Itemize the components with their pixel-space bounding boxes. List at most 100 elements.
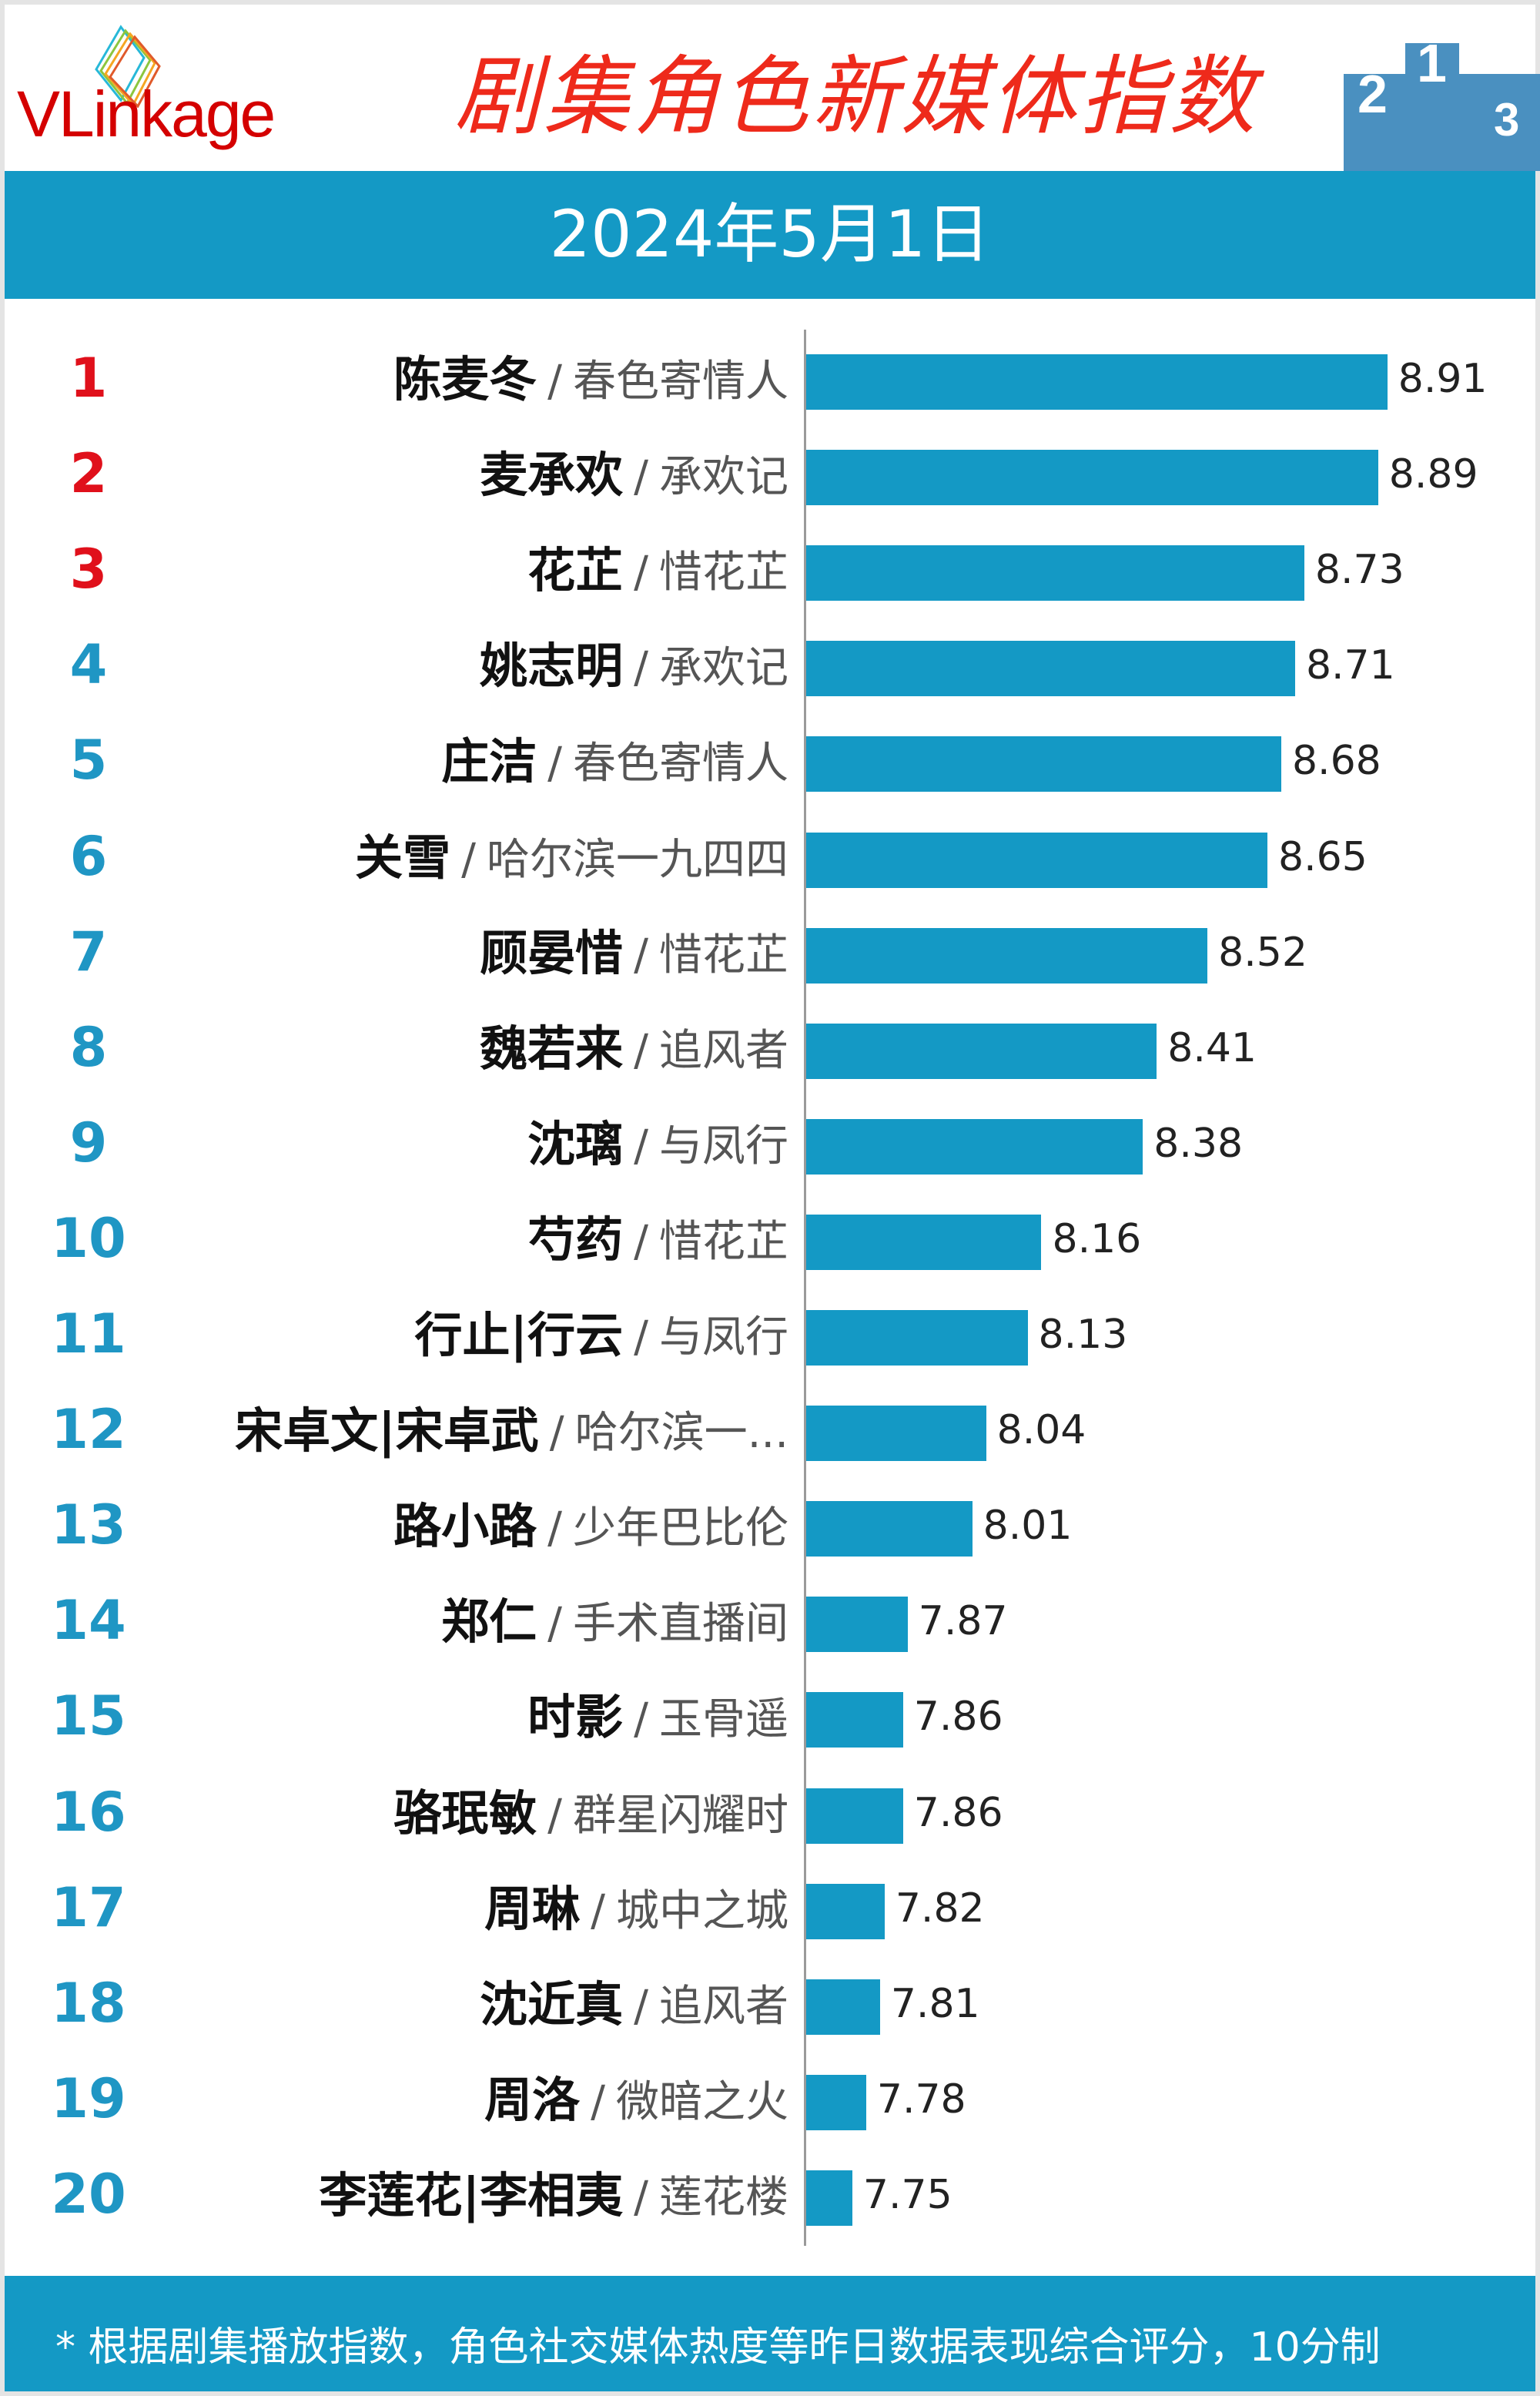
character-name: 花芷 [527, 542, 624, 599]
chart-row: 11 行止|行云 / 与凤行 8.13 [0, 1290, 1540, 1386]
value-label: 8.01 [983, 1503, 1073, 1550]
value-label: 7.87 [918, 1598, 1008, 1645]
value-label: 8.13 [1038, 1312, 1128, 1358]
chart-row: 20 李莲花|李相夷 / 莲花楼 7.75 [0, 2150, 1540, 2246]
drama-name: 城中之城 [616, 1885, 788, 1936]
row-label: 陈麦冬 / 春色寄情人 [393, 356, 788, 404]
drama-name: 春色寄情人 [573, 739, 788, 789]
bar [806, 545, 1304, 602]
value-label: 7.86 [913, 1789, 1003, 1836]
character-name: 庄洁 [441, 733, 537, 790]
character-name: 顾晏惜 [480, 924, 624, 981]
separator: / [634, 1981, 648, 2032]
chart-row: 18 沈近真 / 追风者 7.81 [0, 1959, 1540, 2055]
drama-name: 少年巴比伦 [573, 1503, 788, 1554]
value-label: 7.86 [913, 1694, 1003, 1741]
separator: / [634, 1121, 648, 1171]
drama-name: 惜花芷 [659, 1216, 788, 1267]
logo-text: VLinkage [17, 78, 276, 150]
value-label: 8.89 [1388, 451, 1478, 498]
footer-banner: * 根据剧集播放指数，角色社交媒体热度等昨日数据表现综合评分，10分制 [5, 2276, 1535, 2391]
bar [806, 832, 1267, 888]
date-label: 2024年5月1日 [549, 196, 991, 272]
separator: / [634, 1312, 648, 1362]
rank-label: 20 [51, 2162, 126, 2226]
chart-row: 10 芍药 / 惜花芷 8.16 [0, 1195, 1540, 1290]
separator: / [634, 548, 648, 598]
chart-row: 17 周琳 / 城中之城 7.82 [0, 1864, 1540, 1959]
row-label: 周琳 / 城中之城 [484, 1885, 788, 1933]
character-name: 陈麦冬 [393, 351, 537, 407]
rank-label: 5 [69, 729, 108, 793]
row-label: 姚志明 / 承欢记 [480, 642, 788, 690]
page-title: 剧集角色新媒体指数 [454, 47, 1258, 147]
chart-row: 14 郑仁 / 手术直播间 7.87 [0, 1577, 1540, 1672]
row-label: 关雪 / 哈尔滨一九四四 [355, 833, 788, 882]
character-name: 芍药 [527, 1211, 624, 1268]
bar [806, 1788, 903, 1844]
separator: / [591, 1885, 605, 1936]
separator: / [634, 2172, 648, 2223]
character-name: 关雪 [355, 829, 451, 886]
character-name: 周琳 [484, 1880, 581, 1937]
character-name: 沈近真 [480, 1975, 624, 2032]
character-name: 宋卓文|宋卓武 [235, 1402, 539, 1459]
separator: / [547, 1790, 562, 1841]
rank-label: 18 [51, 1971, 126, 2035]
svg-text:1: 1 [1417, 33, 1447, 93]
bar [806, 2170, 852, 2226]
vlinkage-logo: VLinkage [17, 23, 340, 154]
bar [806, 1692, 903, 1748]
svg-text:3: 3 [1494, 94, 1519, 146]
character-name: 沈璃 [527, 1115, 624, 1172]
rank-label: 7 [69, 920, 108, 984]
row-label: 沈璃 / 与凤行 [527, 1120, 788, 1171]
chart-row: 3 花芷 / 惜花芷 8.73 [0, 525, 1540, 621]
chart-row: 13 路小路 / 少年巴比伦 8.01 [0, 1481, 1540, 1577]
separator: / [547, 739, 562, 789]
value-label: 8.52 [1218, 929, 1307, 976]
date-banner: 2024年5月1日 [5, 171, 1535, 299]
character-name: 时影 [527, 1689, 624, 1746]
rank-label: 17 [51, 1875, 126, 1939]
rank-label: 3 [69, 538, 108, 602]
row-label: 路小路 / 少年巴比伦 [393, 1503, 788, 1550]
value-label: 8.65 [1278, 833, 1368, 880]
value-label: 7.75 [862, 2171, 952, 2218]
separator: / [634, 1694, 648, 1745]
value-label: 8.04 [996, 1407, 1086, 1454]
row-label: 庄洁 / 春色寄情人 [441, 738, 788, 786]
bar [806, 1214, 1042, 1270]
separator: / [547, 357, 562, 407]
logo-frames-icon [95, 25, 161, 108]
row-label: 沈近真 / 追风者 [480, 1980, 788, 2032]
rank-label: 2 [69, 442, 108, 506]
row-label: 芍药 / 惜花芷 [527, 1215, 788, 1267]
chart-row: 15 时影 / 玉骨遥 7.86 [0, 1672, 1540, 1768]
bar [806, 1597, 908, 1653]
drama-name: 微暗之火 [616, 2076, 788, 2127]
bar [806, 1501, 973, 1557]
value-label: 8.91 [1398, 356, 1488, 402]
value-label: 8.68 [1291, 738, 1381, 785]
chart-row: 4 姚志明 / 承欢记 8.71 [0, 621, 1540, 716]
value-label: 8.73 [1314, 547, 1404, 594]
row-label: 行止|行云 / 与凤行 [414, 1312, 788, 1359]
rank-label: 10 [51, 1206, 126, 1270]
character-name: 魏若来 [480, 1020, 624, 1077]
bar [806, 1979, 880, 2035]
separator: / [547, 1503, 562, 1554]
bar [806, 1023, 1157, 1079]
drama-name: 与凤行 [659, 1121, 788, 1171]
chart-row: 12 宋卓文|宋卓武 / 哈尔滨一... 8.04 [0, 1386, 1540, 1481]
footer-note: * 根据剧集播放指数，角色社交媒体热度等昨日数据表现综合评分，10分制 [55, 2324, 1381, 2371]
drama-name: 承欢记 [659, 643, 788, 694]
separator: / [634, 452, 648, 503]
character-name: 周洛 [484, 2071, 581, 2128]
drama-name: 承欢记 [659, 452, 788, 503]
bar [806, 1883, 885, 1939]
chart-row: 8 魏若来 / 追风者 8.41 [0, 1004, 1540, 1099]
rank-label: 8 [69, 1015, 108, 1079]
drama-name: 追风者 [659, 1981, 788, 2032]
